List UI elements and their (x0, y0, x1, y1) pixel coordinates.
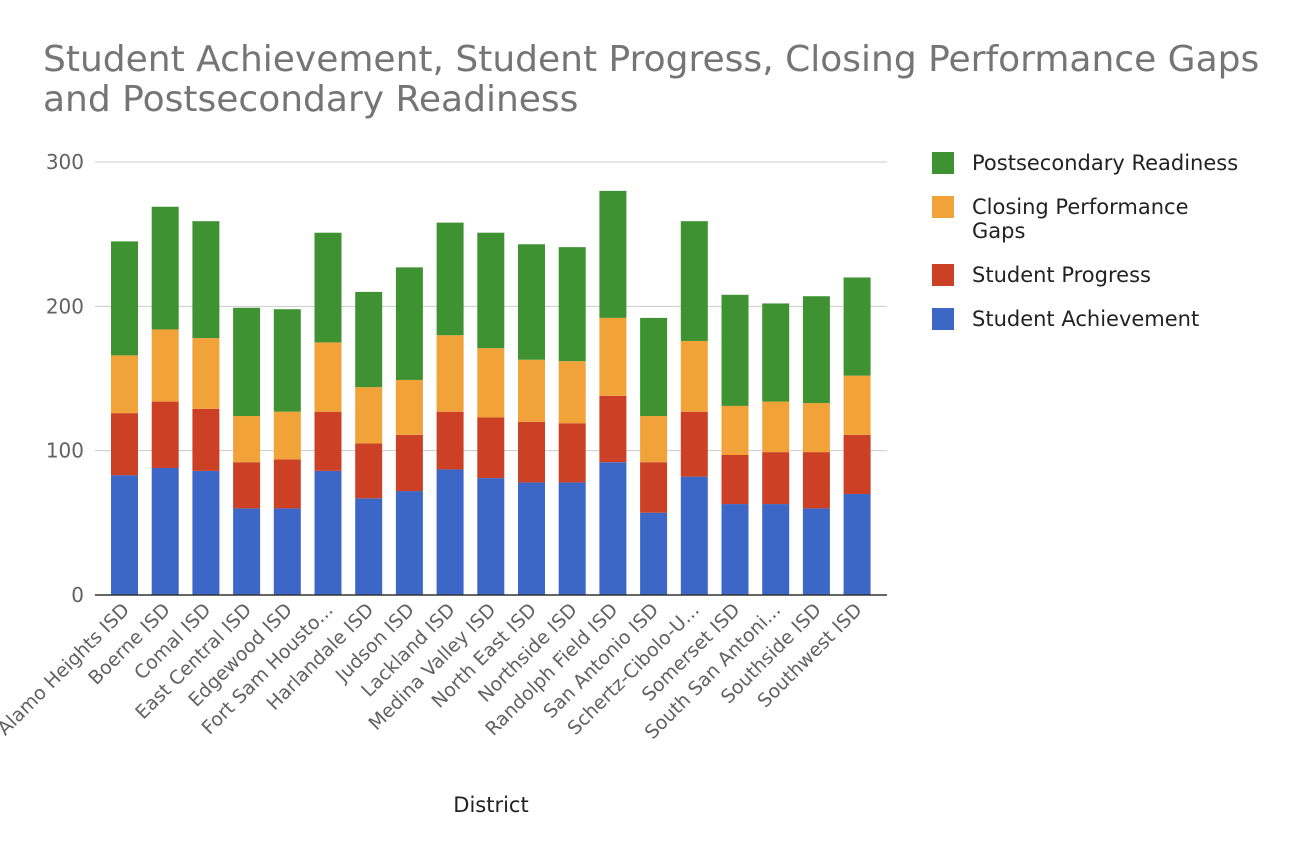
bar-segment (477, 232, 505, 349)
bar-segment (599, 462, 627, 595)
legend-label: Closing Performance Gaps (972, 195, 1189, 243)
bar-segment (314, 411, 342, 471)
legend-swatch (932, 264, 954, 286)
legend-swatch (932, 152, 954, 174)
bar-segment (762, 452, 790, 505)
bar-segment (273, 508, 301, 595)
bar-segment (233, 508, 261, 595)
bar-segment (518, 359, 545, 422)
bar-segment (518, 482, 545, 595)
legend-item: Student Achievement (932, 307, 1199, 331)
bar-segment (477, 348, 505, 418)
bar-segment (151, 329, 179, 402)
y-tick-label: 100 (46, 439, 84, 463)
bar-segment (558, 482, 586, 595)
bar-segment (599, 190, 627, 318)
bar-segment (151, 467, 179, 595)
bar-segment (314, 470, 342, 595)
bar-segment (558, 361, 586, 424)
bar-segment (273, 411, 301, 460)
bar-segment (802, 403, 830, 453)
bar-segment (680, 411, 708, 477)
bar-segment (680, 221, 708, 341)
bar-segment (233, 307, 261, 417)
bar-segment (151, 401, 179, 468)
bar-segment (640, 317, 668, 417)
legend-label: Postsecondary Readiness (972, 151, 1238, 175)
bar-segment (558, 423, 586, 483)
bar-segment (151, 206, 179, 330)
bar-segment (843, 434, 871, 494)
y-axis: 0 100 200 300 (46, 150, 84, 607)
legend-item: Student Progress (932, 263, 1151, 287)
legend-label: Student Achievement (972, 307, 1199, 331)
bar-segment (192, 470, 220, 595)
bar-segment (111, 475, 138, 595)
bar-segment (802, 296, 830, 404)
legend: Postsecondary Readiness Closing Performan… (932, 151, 1238, 331)
bar-segment (762, 401, 790, 453)
bar-segment (680, 340, 708, 412)
bar-segment (111, 355, 138, 414)
legend-label: Student Progress (972, 263, 1151, 287)
bar-segment (721, 454, 749, 505)
bar-segment (599, 395, 627, 463)
bar-segment (436, 222, 464, 336)
x-axis-title: District (453, 793, 528, 817)
bar-segment (192, 221, 220, 339)
y-tick-label: 300 (46, 150, 84, 174)
legend-swatch (932, 308, 954, 330)
bar-segment (233, 416, 261, 463)
bar-segment (762, 303, 790, 402)
bar-segment (762, 504, 790, 595)
bar-segment (192, 408, 220, 471)
bar-segment (436, 335, 464, 412)
bar-segment (843, 277, 871, 376)
bar-segment (843, 493, 871, 595)
y-tick-label: 0 (71, 583, 84, 607)
bar-segment (314, 232, 342, 343)
bar-segment (640, 416, 668, 463)
bar-segment (111, 241, 138, 356)
bar-segment (518, 421, 545, 483)
bar-segment (599, 317, 627, 396)
bar-segment (843, 375, 871, 435)
bar-segment (395, 267, 423, 380)
bar-segment (192, 338, 220, 409)
bar-segment (355, 291, 383, 388)
bar-segment (273, 459, 301, 509)
bar-segment (721, 504, 749, 595)
bar-segment (355, 498, 383, 595)
bar-segment (233, 462, 261, 509)
bar-segment (640, 462, 668, 513)
bar-segment (721, 405, 749, 455)
bar-segment (395, 491, 423, 595)
bar-segment (477, 417, 505, 479)
bar-segment (802, 508, 830, 595)
legend-item: Postsecondary Readiness (932, 151, 1238, 175)
bars (111, 190, 871, 595)
bar-segment (314, 342, 342, 412)
bar-segment (640, 512, 668, 595)
y-tick-label: 200 (46, 294, 84, 318)
bar-segment (355, 443, 383, 499)
bar-segment (680, 476, 708, 595)
bar-segment (436, 469, 464, 595)
bar-segment (111, 413, 138, 476)
legend-item: Closing Performance Gaps (932, 195, 1189, 243)
bar-segment (558, 247, 586, 362)
bar-segment (395, 434, 423, 492)
bar-segment (721, 294, 749, 406)
chart-title: Student Achievement, Student Progress, C… (43, 39, 1260, 120)
bar-segment (802, 452, 830, 509)
bar-segment (477, 478, 505, 595)
bar-segment (436, 411, 464, 470)
bar-segment (395, 379, 423, 435)
bar-segment (273, 309, 301, 412)
bar-segment (518, 244, 545, 360)
bar-segment (355, 387, 383, 444)
legend-swatch (932, 196, 954, 218)
